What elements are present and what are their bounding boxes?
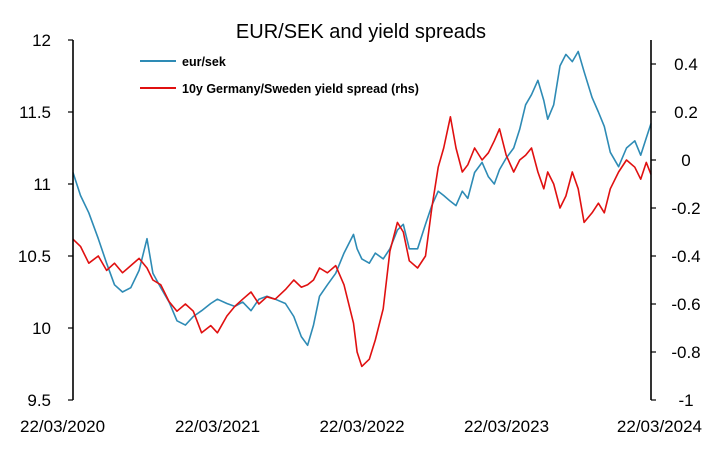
x-tick-label: 22/03/2021: [175, 417, 260, 436]
right-tick-label: -0.6: [671, 295, 700, 314]
left-tick-label: 10: [32, 319, 51, 338]
series-line-yield-spread: [72, 116, 652, 368]
x-axis: 22/03/2020 22/03/2021 22/03/2022 22/03/2023…: [20, 417, 702, 436]
right-tick-label: -0.8: [671, 343, 700, 362]
left-tick-label: 10.5: [18, 247, 51, 266]
chart-title: EUR/SEK and yield spreads: [236, 21, 486, 43]
legend-label-eur-sek: eur/sek: [182, 55, 226, 69]
x-tick-label: 22/03/2022: [319, 417, 404, 436]
x-tick-label: 22/03/2024: [617, 417, 702, 436]
left-tick-label: 9.5: [27, 391, 51, 410]
left-tick-label: 12: [32, 31, 51, 50]
legend: eur/sek 10y Germany/Sweden yield spread …: [140, 55, 419, 96]
right-tick-label: 0.4: [674, 55, 698, 74]
x-tick-label: 22/03/2020: [20, 417, 105, 436]
right-tick-label: -0.4: [671, 247, 700, 266]
right-tick-label: 0: [681, 151, 690, 170]
legend-label-yield-spread: 10y Germany/Sweden yield spread (rhs): [182, 82, 419, 96]
left-tick-label: 11: [33, 175, 51, 194]
right-tick-label: -0.2: [671, 199, 700, 218]
left-y-axis: 9.5 10 10.5 11 11.5 12: [18, 31, 73, 410]
right-tick-label: -1: [678, 391, 693, 410]
left-tick-label: 11.5: [19, 103, 51, 122]
right-tick-label: 0.2: [674, 103, 698, 122]
series-layer: [72, 50, 652, 368]
x-tick-label: 22/03/2023: [464, 417, 549, 436]
right-y-axis: -1 -0.8 -0.6 -0.4 -0.2 0 0.2 0.4: [651, 55, 701, 410]
